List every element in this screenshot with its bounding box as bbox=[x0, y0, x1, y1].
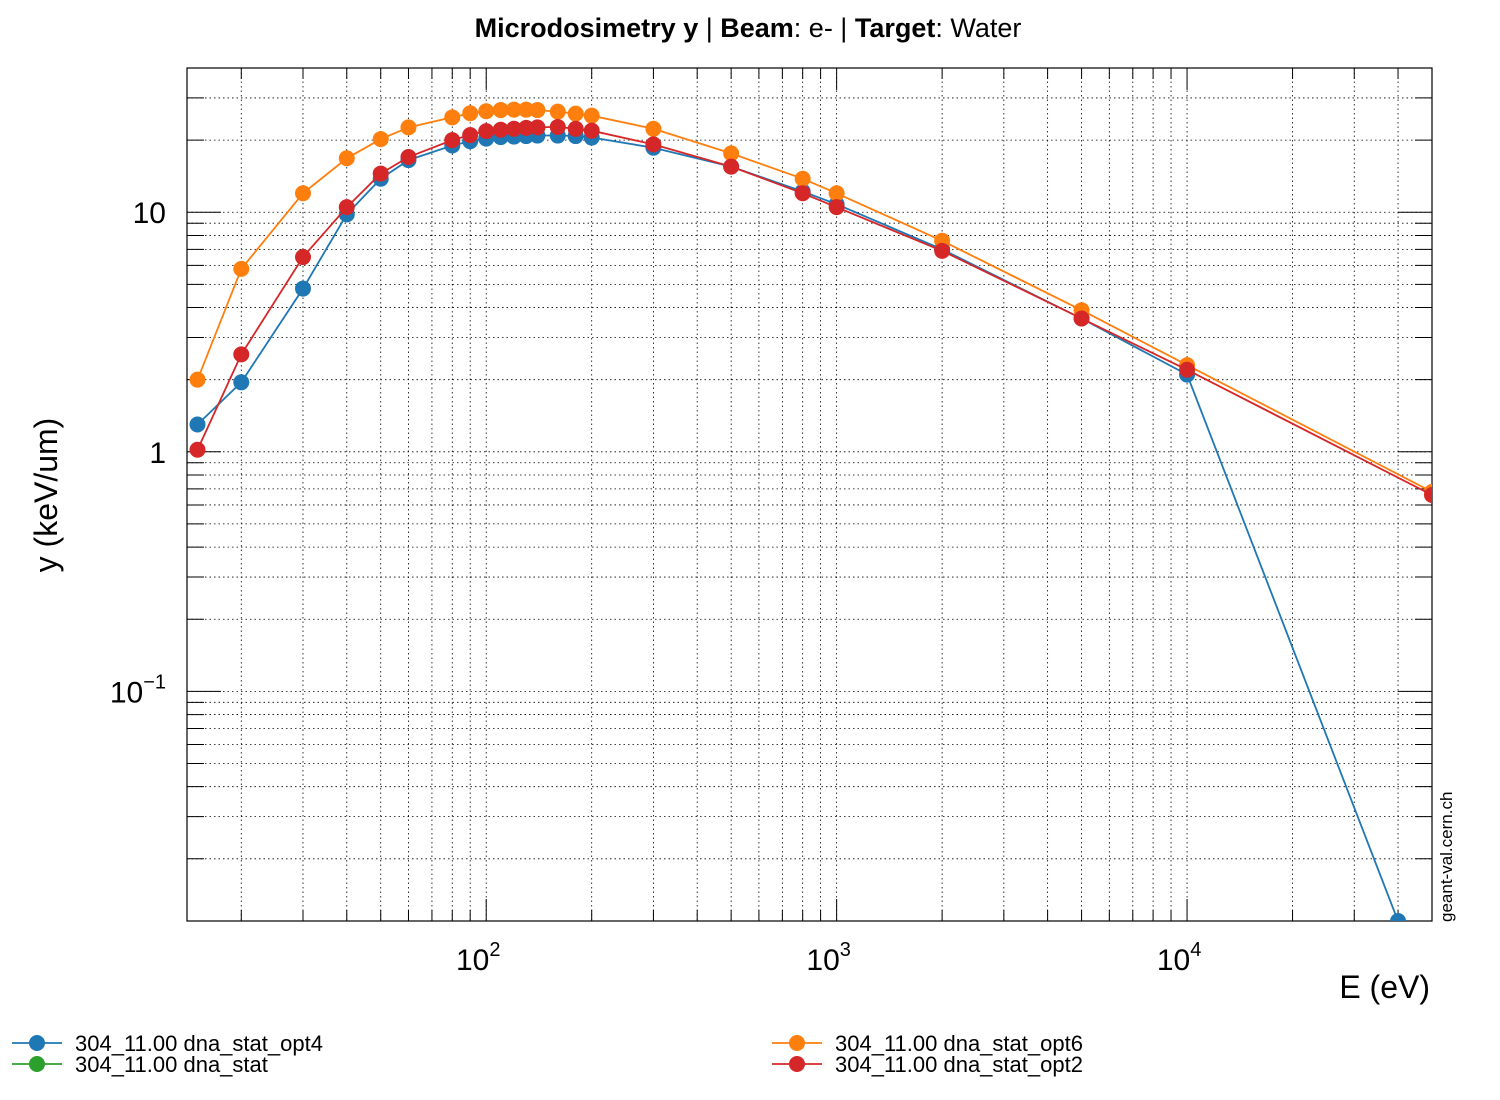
x-tick-label: 102 bbox=[456, 939, 501, 977]
y-tick-labels: 10−1 1 10 bbox=[110, 197, 166, 709]
series-1 bbox=[189, 127, 1407, 921]
data-point bbox=[583, 122, 600, 139]
data-point bbox=[189, 416, 206, 433]
data-point bbox=[794, 185, 811, 202]
legend-item: 304_11.00 dna_stat_opt2 bbox=[772, 1052, 1083, 1077]
data-point bbox=[828, 185, 845, 202]
data-point bbox=[934, 242, 951, 259]
data-point bbox=[567, 120, 584, 137]
series-4 bbox=[189, 118, 1432, 504]
legend-label: 304_11.00 dna_stat_opt6 bbox=[835, 1031, 1083, 1056]
data-point bbox=[400, 149, 417, 166]
data-point bbox=[400, 119, 417, 136]
data-point bbox=[372, 131, 389, 148]
data-point bbox=[233, 346, 250, 363]
chart-title: Microdosimetry y | Beam: e- | Target: Wa… bbox=[475, 13, 1022, 43]
data-point bbox=[1073, 310, 1090, 327]
data-point bbox=[492, 121, 509, 138]
legend-marker bbox=[789, 1056, 805, 1072]
data-point bbox=[189, 371, 206, 388]
data-point bbox=[645, 120, 662, 137]
data-point bbox=[505, 120, 522, 137]
data-point bbox=[294, 249, 311, 266]
legend-label: 304_11.00 dna_stat_opt2 bbox=[835, 1052, 1083, 1077]
y-axis-label: y (keV/um) bbox=[28, 418, 64, 573]
data-point bbox=[505, 101, 522, 118]
legend-item: 304_11.00 dna_stat_opt4 bbox=[12, 1031, 323, 1056]
series-3 bbox=[189, 101, 1432, 500]
data-point bbox=[444, 109, 461, 126]
data-point bbox=[478, 123, 495, 140]
title-part: Beam bbox=[720, 13, 794, 43]
plot-grid bbox=[187, 67, 1433, 921]
watermark: geant-val.cern.ch bbox=[1437, 792, 1456, 922]
data-point bbox=[549, 118, 566, 135]
data-point bbox=[567, 105, 584, 122]
data-point bbox=[529, 102, 546, 119]
data-point bbox=[189, 441, 206, 458]
x-tick-label: 104 bbox=[1157, 939, 1202, 977]
legend-marker bbox=[789, 1035, 805, 1051]
data-point bbox=[338, 150, 355, 167]
legend-label: 304_11.00 dna_stat_opt4 bbox=[75, 1031, 323, 1056]
data-point bbox=[1179, 361, 1196, 378]
x-tick-label: 103 bbox=[806, 939, 851, 977]
data-point bbox=[723, 145, 740, 162]
title-part: Microdosimetry y bbox=[475, 13, 699, 43]
data-point bbox=[518, 119, 535, 136]
y-tick-label: 10−1 bbox=[110, 671, 166, 709]
legend-item: 304_11.00 dna_stat_opt6 bbox=[772, 1031, 1083, 1056]
series-layer bbox=[189, 101, 1432, 921]
data-point bbox=[338, 199, 355, 216]
data-point bbox=[828, 199, 845, 216]
data-point bbox=[233, 374, 250, 391]
legend-marker bbox=[29, 1035, 45, 1051]
data-point bbox=[723, 158, 740, 175]
data-point bbox=[444, 132, 461, 149]
data-point bbox=[294, 185, 311, 202]
data-point bbox=[294, 280, 311, 297]
data-point bbox=[462, 127, 479, 144]
title-part: : Water bbox=[935, 13, 1021, 43]
data-point bbox=[478, 103, 495, 120]
x-axis-label: E (eV) bbox=[1339, 969, 1430, 1005]
data-point bbox=[529, 119, 546, 136]
legend-label: 304_11.00 dna_stat bbox=[75, 1052, 268, 1077]
data-point bbox=[1390, 913, 1407, 921]
title-part: : e- | bbox=[794, 13, 855, 43]
legend-marker bbox=[29, 1056, 45, 1072]
data-point bbox=[372, 165, 389, 182]
data-point bbox=[492, 102, 509, 119]
data-point bbox=[233, 260, 250, 277]
y-tick-label: 10 bbox=[133, 197, 166, 230]
title-part: Target bbox=[855, 13, 936, 43]
title-part: | bbox=[698, 13, 720, 43]
data-point bbox=[794, 170, 811, 187]
x-tick-labels: 102 103 104 bbox=[456, 939, 1201, 977]
data-point bbox=[549, 103, 566, 120]
data-point bbox=[583, 107, 600, 124]
data-point bbox=[462, 105, 479, 122]
data-point bbox=[1424, 487, 1432, 504]
y-tick-label: 1 bbox=[149, 437, 166, 470]
data-point bbox=[518, 101, 535, 118]
series-line bbox=[196, 134, 1399, 921]
data-point bbox=[645, 136, 662, 153]
legend-item: 304_11.00 dna_stat bbox=[12, 1052, 268, 1077]
